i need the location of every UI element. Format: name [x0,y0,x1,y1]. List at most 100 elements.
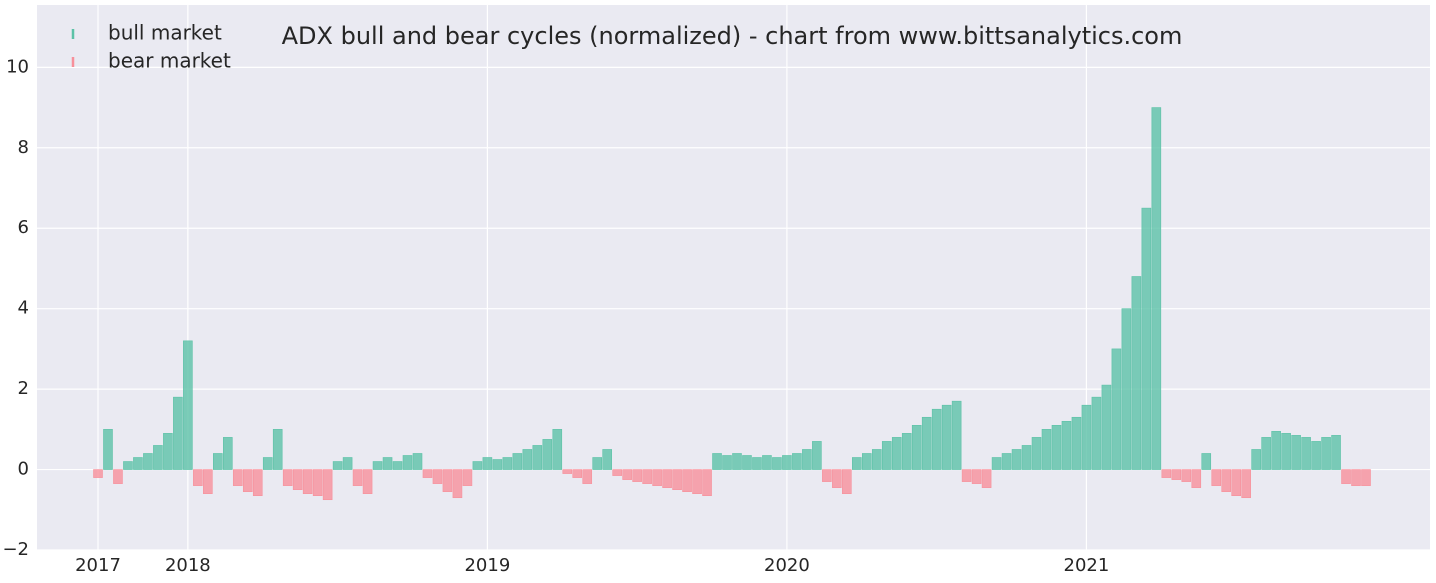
bar [782,455,792,470]
bar [422,469,433,478]
bar [762,455,772,470]
bar [1061,420,1072,470]
bar [332,461,343,470]
bar [462,469,473,486]
bar [1201,453,1212,470]
bar [252,469,263,497]
bar [93,469,103,478]
bar [512,453,523,470]
y-tick-label: 2 [18,378,29,399]
bar [242,469,253,492]
bar [1171,469,1182,480]
bar [372,461,383,470]
bar [203,469,213,494]
bar [452,469,463,499]
y-tick-label: −2 [2,539,29,560]
bar [742,455,752,470]
bar [1001,453,1012,470]
bar [502,457,513,470]
bar [1301,437,1311,470]
bar [622,469,632,480]
bar [891,437,902,470]
bar [143,453,153,470]
bar [931,408,942,470]
bar [1151,107,1162,470]
bar [1131,276,1142,470]
bar [1191,469,1202,488]
bar [123,461,133,470]
bar [542,439,553,470]
bar [792,453,802,470]
bar [292,469,303,490]
bar [173,396,183,470]
bar [1211,469,1222,486]
x-tick-label: 2017 [75,555,121,576]
bar [1081,404,1092,470]
bar [642,469,652,484]
bar [352,469,363,486]
bar [232,469,243,486]
bar [832,469,842,488]
bar [722,455,732,470]
bar [163,433,173,470]
y-tick-label: 8 [18,137,29,158]
bar [382,457,393,470]
bar [552,429,563,470]
bar [1271,431,1281,470]
x-tick-label: 2018 [165,555,211,576]
bar [752,457,762,470]
bar [223,437,233,470]
bar [1141,207,1152,470]
bar [302,469,313,494]
bar [1251,449,1261,470]
bar [1321,437,1331,470]
bar [812,441,822,470]
bar [1071,416,1082,470]
y-tick-label: 4 [18,298,29,319]
bar [1111,348,1122,470]
bar [991,457,1002,470]
bar [113,469,123,484]
y-tick-label: 6 [18,217,29,238]
bar [632,469,642,482]
bar [1331,435,1341,470]
bar [342,457,353,470]
bar [562,469,573,474]
x-tick-label: 2021 [1064,555,1110,576]
bar [1031,437,1042,470]
bar [682,469,692,492]
bar [532,445,543,470]
y-tick-label: 0 [18,459,29,480]
bar [1091,396,1102,470]
bar [852,457,862,470]
bar [971,469,982,484]
bar [582,469,593,484]
bar [133,457,143,470]
bar [921,416,932,470]
bar [1241,469,1251,499]
bar [153,445,163,470]
bar [1351,469,1361,486]
bar [732,453,742,470]
legend-label: bull market [108,21,222,45]
bar [1101,384,1112,470]
bar [322,469,333,501]
bar [193,469,203,486]
bar [482,457,493,470]
bar [881,441,892,470]
bar [213,453,223,470]
bar [472,461,483,470]
bar [871,449,882,470]
bar [911,425,922,470]
bar [282,469,293,486]
bar [802,449,812,470]
bar [712,453,722,470]
bar [402,455,413,470]
bar [572,469,583,478]
bar [822,469,832,482]
bar [612,469,622,476]
bar [412,453,423,470]
bar [1281,433,1291,470]
